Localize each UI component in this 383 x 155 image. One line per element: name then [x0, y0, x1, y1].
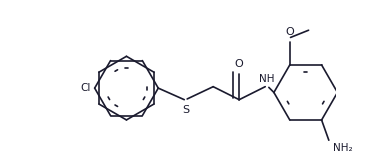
Text: NH₂: NH₂ — [333, 143, 353, 153]
Text: O: O — [235, 59, 244, 69]
Text: Cl: Cl — [80, 83, 90, 93]
Text: NH: NH — [259, 74, 274, 84]
Text: O: O — [285, 27, 294, 38]
Text: S: S — [182, 105, 189, 115]
